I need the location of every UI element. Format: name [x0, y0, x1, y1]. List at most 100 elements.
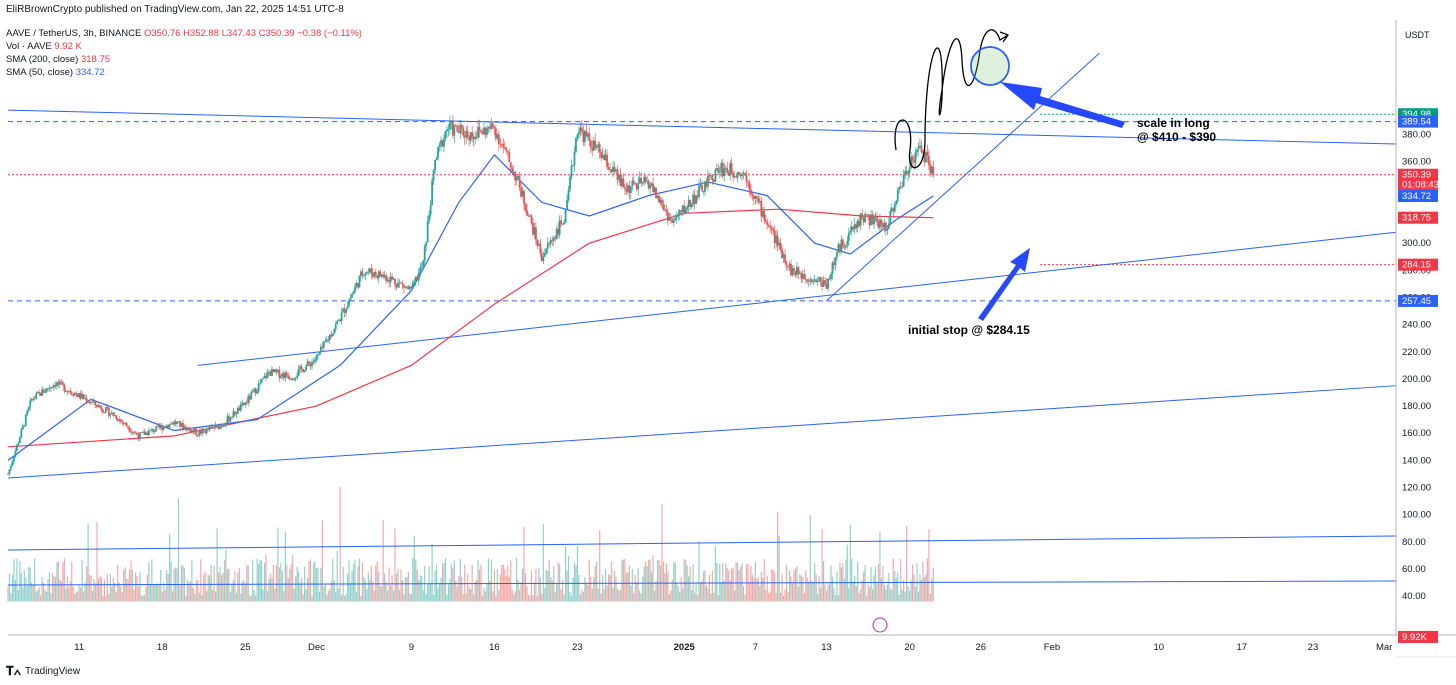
candle-body	[297, 369, 300, 376]
ohlc-open: O350.76	[143, 28, 181, 39]
candle-body	[761, 211, 764, 217]
volume-bar	[77, 591, 79, 602]
volume-bar	[648, 560, 650, 602]
sma50-label[interactable]: SMA (50, close)	[6, 67, 74, 78]
candle-body	[41, 389, 44, 396]
candle-body	[715, 168, 718, 170]
candle-body	[67, 390, 70, 392]
volume-bar	[514, 591, 516, 602]
candle-body	[79, 392, 82, 399]
volume-bar	[900, 558, 902, 602]
volume-bar	[117, 565, 119, 602]
candle-body	[695, 195, 697, 205]
ohlc-close: C350.39	[258, 28, 295, 39]
candle-body	[490, 123, 493, 129]
published-line: EliRBrownCrypto published on TradingView…	[6, 4, 344, 15]
volume-bar	[536, 596, 538, 602]
volume-bar	[605, 569, 607, 602]
volume-bar	[630, 585, 632, 602]
candle-body	[201, 428, 204, 434]
volume-bar	[160, 570, 162, 602]
volume-bar	[84, 582, 86, 602]
volume-lower-line	[7, 580, 1397, 586]
candle-body	[718, 171, 721, 173]
time-tick-label: Dec	[308, 642, 325, 653]
volume-bar	[539, 577, 541, 602]
candle-body	[600, 151, 603, 158]
candle-body	[225, 423, 227, 426]
volume-bar	[381, 586, 383, 602]
volume-bar	[145, 586, 147, 602]
candle-body	[595, 146, 598, 148]
candle-body	[533, 227, 536, 235]
volume-bar	[593, 577, 595, 602]
candle-body	[724, 167, 727, 169]
volume-bar	[683, 559, 685, 602]
sma200-label[interactable]: SMA (200, close)	[6, 54, 79, 65]
candle-body	[312, 361, 315, 363]
candle-body	[45, 388, 48, 392]
drawings	[872, 29, 1125, 633]
candle-body	[929, 165, 932, 174]
volume-bar	[677, 586, 679, 602]
trendline-rising-support	[826, 52, 1100, 302]
volume-bar	[166, 569, 168, 602]
volume-bar	[793, 570, 795, 602]
volume-bar	[542, 523, 544, 602]
stop-annotation: initial stop @ $284.15	[908, 323, 1030, 337]
candle-body	[245, 402, 248, 404]
candle-body	[121, 420, 124, 423]
candle-body	[466, 130, 469, 137]
price-unit[interactable]: USDT	[1405, 30, 1430, 40]
candle-body	[29, 400, 32, 407]
candle-body	[72, 394, 75, 396]
volume-bar	[83, 591, 85, 602]
candle-body	[920, 145, 923, 152]
volume-bar	[882, 565, 884, 602]
volume-bar	[384, 573, 386, 602]
candle-body	[503, 147, 506, 148]
volume-bar	[533, 582, 536, 602]
volume-bar	[710, 593, 712, 602]
volume-bar	[667, 571, 669, 602]
candle-body	[397, 282, 399, 288]
volume-bar	[152, 584, 154, 602]
volume-bars	[7, 486, 934, 602]
candle-body	[558, 220, 561, 235]
volume-bar	[108, 593, 110, 602]
candle-body	[926, 151, 929, 156]
volume-bar	[172, 591, 174, 602]
volume-bar	[146, 574, 148, 602]
volume-bar	[302, 594, 304, 602]
volume-bar	[395, 573, 398, 602]
candle-body	[708, 175, 711, 177]
candle-body	[833, 262, 835, 265]
volume-bar	[701, 580, 703, 602]
volume-bar	[906, 525, 908, 602]
trendline-lower-support	[197, 231, 1397, 366]
volume-bar	[389, 585, 392, 602]
candle-body	[66, 390, 69, 392]
volume-bar	[796, 566, 798, 602]
candle-body	[720, 162, 723, 172]
volume-label[interactable]: Vol · AAVE	[6, 41, 52, 52]
candle-body	[370, 268, 373, 274]
volume-bar	[169, 534, 171, 602]
candle-body	[188, 427, 190, 429]
candle-body	[557, 228, 560, 235]
candle-body	[655, 187, 657, 198]
volume-bar	[352, 564, 355, 602]
volume-bar	[736, 562, 739, 602]
volume-bar	[735, 561, 737, 602]
candle-body	[601, 154, 604, 158]
candle-body	[664, 209, 666, 211]
volume-bar	[895, 578, 897, 602]
volume-bar	[910, 580, 912, 602]
candle-body	[51, 387, 54, 388]
volume-bar	[473, 594, 475, 602]
candle-body	[113, 415, 116, 417]
candle-body	[662, 204, 665, 211]
volume-bar	[280, 562, 282, 602]
symbol-label[interactable]: AAVE / TetherUS, 3h, BINANCE	[6, 28, 142, 39]
